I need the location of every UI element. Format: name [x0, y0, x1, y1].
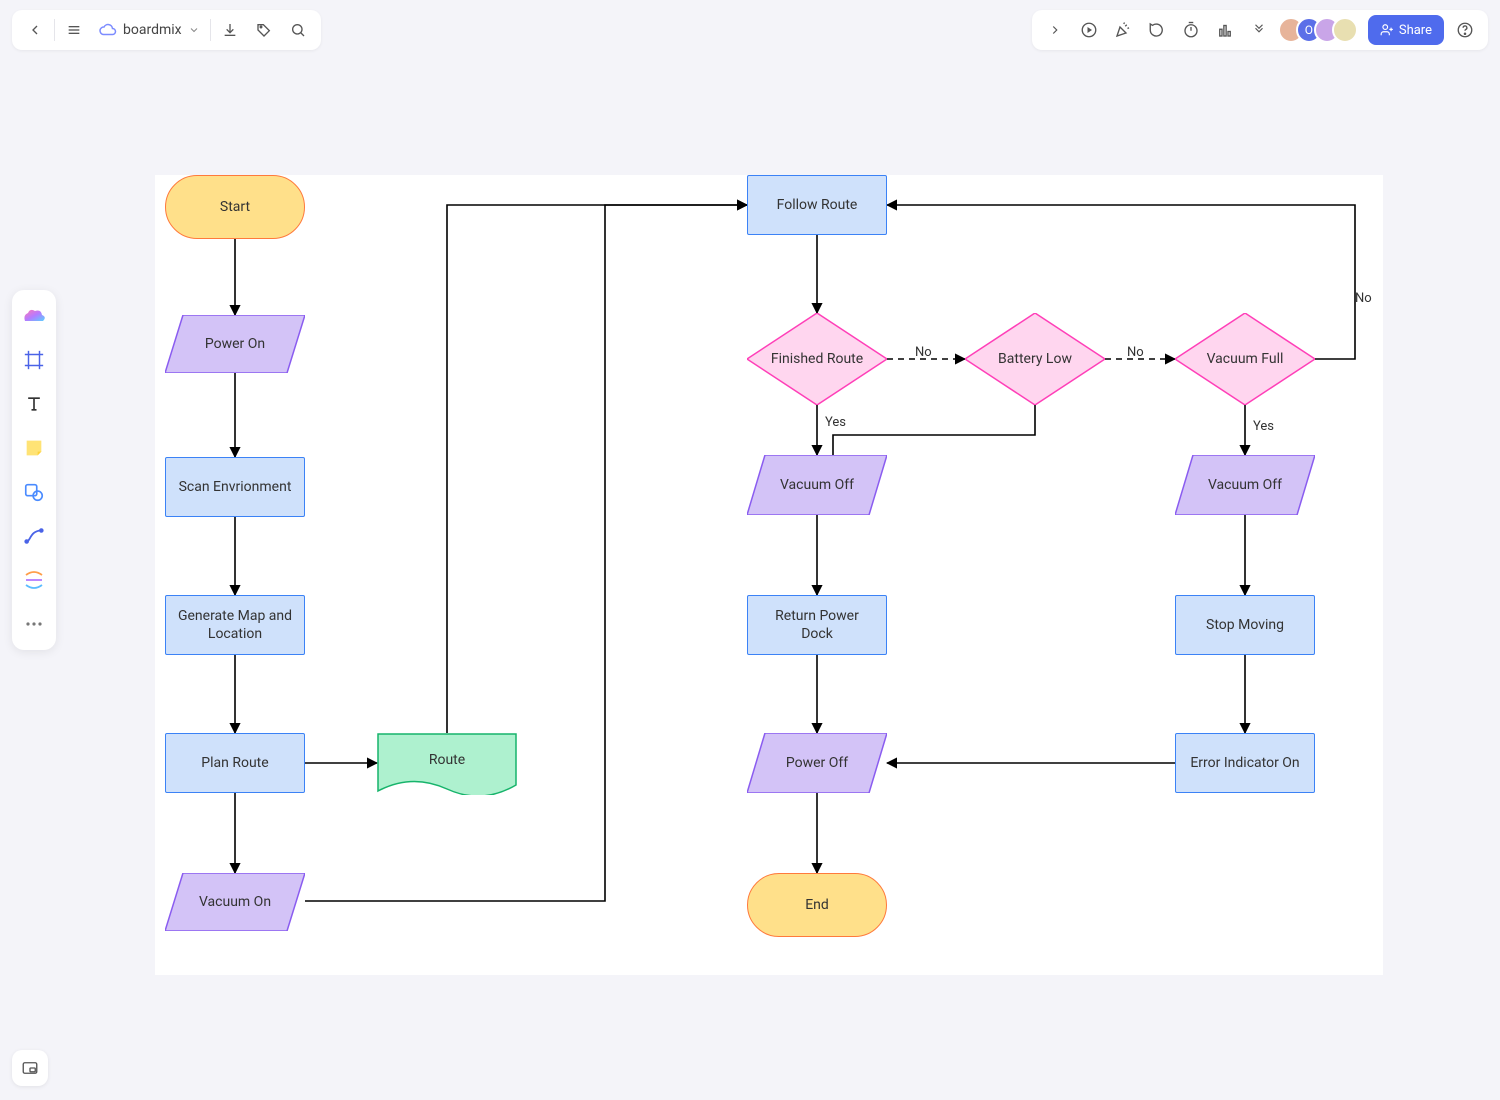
more-tools-button[interactable] [1242, 13, 1276, 47]
flow-node-stopmove[interactable]: Stop Moving [1175, 595, 1315, 655]
menu-button[interactable] [57, 13, 91, 47]
collaborator-avatars[interactable]: O [1278, 17, 1358, 43]
help-button[interactable] [1448, 13, 1482, 47]
ai-tool[interactable] [16, 298, 52, 334]
edge-label: No [915, 345, 932, 360]
node-label: Power Off [786, 754, 848, 772]
back-button[interactable] [18, 13, 52, 47]
node-label: Battery Low [998, 350, 1072, 368]
flow-node-scan[interactable]: Scan Envrionment [165, 457, 305, 517]
flow-node-vacoff2[interactable]: Vacuum Off [1175, 455, 1315, 515]
node-label: Power On [205, 335, 265, 353]
edge[interactable] [833, 405, 1035, 455]
board-title: boardmix [123, 22, 182, 38]
celebrate-button[interactable] [1106, 13, 1140, 47]
node-label: Vacuum Off [780, 476, 854, 494]
flow-node-batlow[interactable]: Battery Low [965, 313, 1105, 405]
flow-node-end[interactable]: End [747, 873, 887, 937]
node-label: Route [429, 751, 465, 769]
board-title-dropdown[interactable]: boardmix [91, 13, 208, 47]
tag-button[interactable] [247, 13, 281, 47]
edge-label: No [1355, 291, 1372, 306]
node-label: Vacuum Off [1208, 476, 1282, 494]
avatar[interactable] [1332, 17, 1358, 43]
flow-node-plan[interactable]: Plan Route [165, 733, 305, 793]
canvas[interactable]: Start Power On Scan Envrionment Generate Ma… [155, 175, 1383, 975]
flow-node-start[interactable]: Start [165, 175, 305, 239]
flow-node-vacon[interactable]: Vacuum On [165, 873, 305, 931]
vote-button[interactable] [1208, 13, 1242, 47]
minimap-button[interactable] [12, 1050, 48, 1086]
flow-node-route[interactable]: Route [377, 733, 517, 795]
flow-node-errind[interactable]: Error Indicator On [1175, 733, 1315, 793]
flow-node-vacfull[interactable]: Vacuum Full [1175, 313, 1315, 405]
text-tool[interactable] [16, 386, 52, 422]
flow-node-genmap[interactable]: Generate Map and Location [165, 595, 305, 655]
edge-label: Yes [1253, 419, 1274, 434]
comment-button[interactable] [1140, 13, 1174, 47]
separator [210, 19, 211, 41]
edge[interactable] [447, 205, 747, 733]
flow-node-poweron[interactable]: Power On [165, 315, 305, 373]
more-tools[interactable] [16, 606, 52, 642]
node-label: Vacuum On [199, 893, 271, 911]
top-left-toolbar: boardmix [12, 10, 321, 50]
edge-label: Yes [825, 415, 846, 430]
timer-button[interactable] [1174, 13, 1208, 47]
sticky-note-tool[interactable] [16, 430, 52, 466]
frame-tool[interactable] [16, 342, 52, 378]
flow-node-follow[interactable]: Follow Route [747, 175, 887, 235]
flowchart-edges [155, 175, 1383, 975]
separator [54, 19, 55, 41]
edge-label: No [1127, 345, 1144, 360]
side-toolbar [12, 290, 56, 650]
top-right-toolbar: O Share [1032, 10, 1488, 50]
edge[interactable] [305, 205, 747, 901]
node-label: Vacuum Full [1207, 350, 1284, 368]
shape-tool[interactable] [16, 474, 52, 510]
connector-tool[interactable] [16, 518, 52, 554]
flow-node-finroute[interactable]: Finished Route [747, 313, 887, 405]
expand-button[interactable] [1038, 13, 1072, 47]
flow-node-return[interactable]: Return Power Dock [747, 595, 887, 655]
flow-node-poweroff[interactable]: Power Off [747, 733, 887, 793]
share-label: Share [1399, 23, 1432, 38]
flow-node-vacoff1[interactable]: Vacuum Off [747, 455, 887, 515]
search-button[interactable] [281, 13, 315, 47]
mindmap-tool[interactable] [16, 562, 52, 598]
node-label: Finished Route [771, 350, 863, 368]
download-button[interactable] [213, 13, 247, 47]
share-button[interactable]: Share [1368, 15, 1444, 45]
present-button[interactable] [1072, 13, 1106, 47]
